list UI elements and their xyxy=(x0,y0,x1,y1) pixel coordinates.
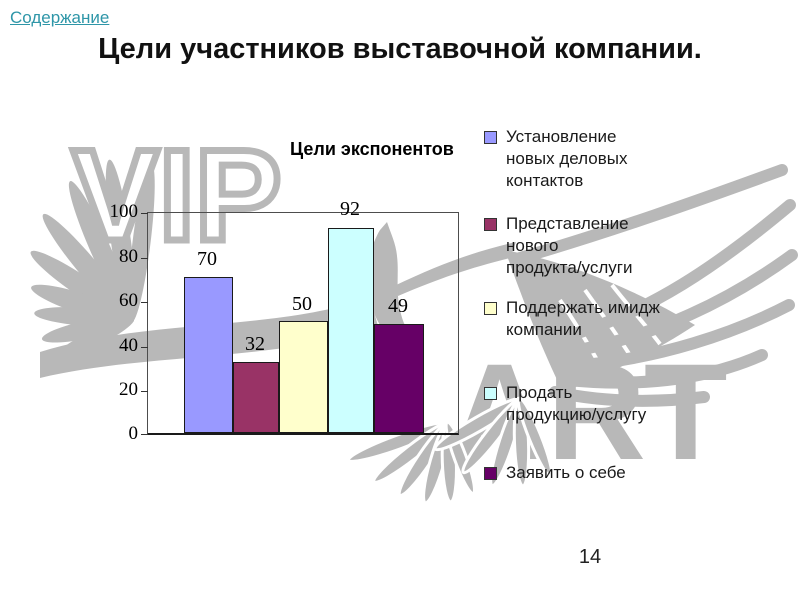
axis-tick xyxy=(141,258,148,259)
y-axis-label: 40 xyxy=(119,335,138,356)
legend-label: Поддержать имидж компании xyxy=(506,298,660,339)
bar-value-label: 50 xyxy=(292,293,312,315)
bar-value-label: 32 xyxy=(245,333,265,355)
y-axis-label: 60 xyxy=(119,290,138,311)
legend-swatch xyxy=(484,218,497,231)
bar-value-label: 70 xyxy=(197,248,217,270)
bar-value-label: 49 xyxy=(388,295,408,317)
axis-tick xyxy=(141,434,148,435)
legend-label: Продать продукцию/услугу xyxy=(506,383,647,424)
page-number: 14 xyxy=(578,546,602,568)
watermark-vip-text: VIP xyxy=(72,122,282,268)
bar-new-product xyxy=(233,362,279,433)
legend-swatch xyxy=(484,467,497,480)
y-axis-label: 100 xyxy=(109,201,139,222)
plot-area xyxy=(141,212,459,435)
legend-swatch xyxy=(484,131,497,144)
y-axis-label: 0 xyxy=(128,423,139,444)
bar-announce-self xyxy=(374,324,424,433)
y-axis-label: 80 xyxy=(119,246,138,267)
chart-title: Цели экспонентов xyxy=(290,139,454,159)
axis-tick xyxy=(141,391,148,392)
axis-tick xyxy=(141,213,148,214)
eagle-head xyxy=(368,222,412,344)
page-title: Цели участников выставочной компании. xyxy=(98,33,702,65)
eagle-tail-feathers xyxy=(346,396,554,505)
bar-sell-product xyxy=(328,228,374,433)
legend-label: Установление новых деловых контактов xyxy=(506,127,628,190)
bar-value-label: 92 xyxy=(340,198,360,220)
contents-link[interactable]: Содержание xyxy=(10,8,110,27)
eagle-primaries xyxy=(514,164,798,407)
bar-new-contacts xyxy=(184,277,233,433)
axis-tick xyxy=(141,302,148,303)
legend-label: Заявить о себе xyxy=(506,463,626,482)
eagle-neck xyxy=(394,242,516,296)
eagle-left-wing xyxy=(30,159,155,359)
legend-label: Представление нового продукта/услуги xyxy=(506,214,633,277)
legend-swatch xyxy=(484,387,497,400)
axis-tick xyxy=(141,347,148,348)
y-axis-label: 20 xyxy=(119,379,138,400)
bar-company-image xyxy=(279,321,328,433)
legend-swatch xyxy=(484,302,497,315)
